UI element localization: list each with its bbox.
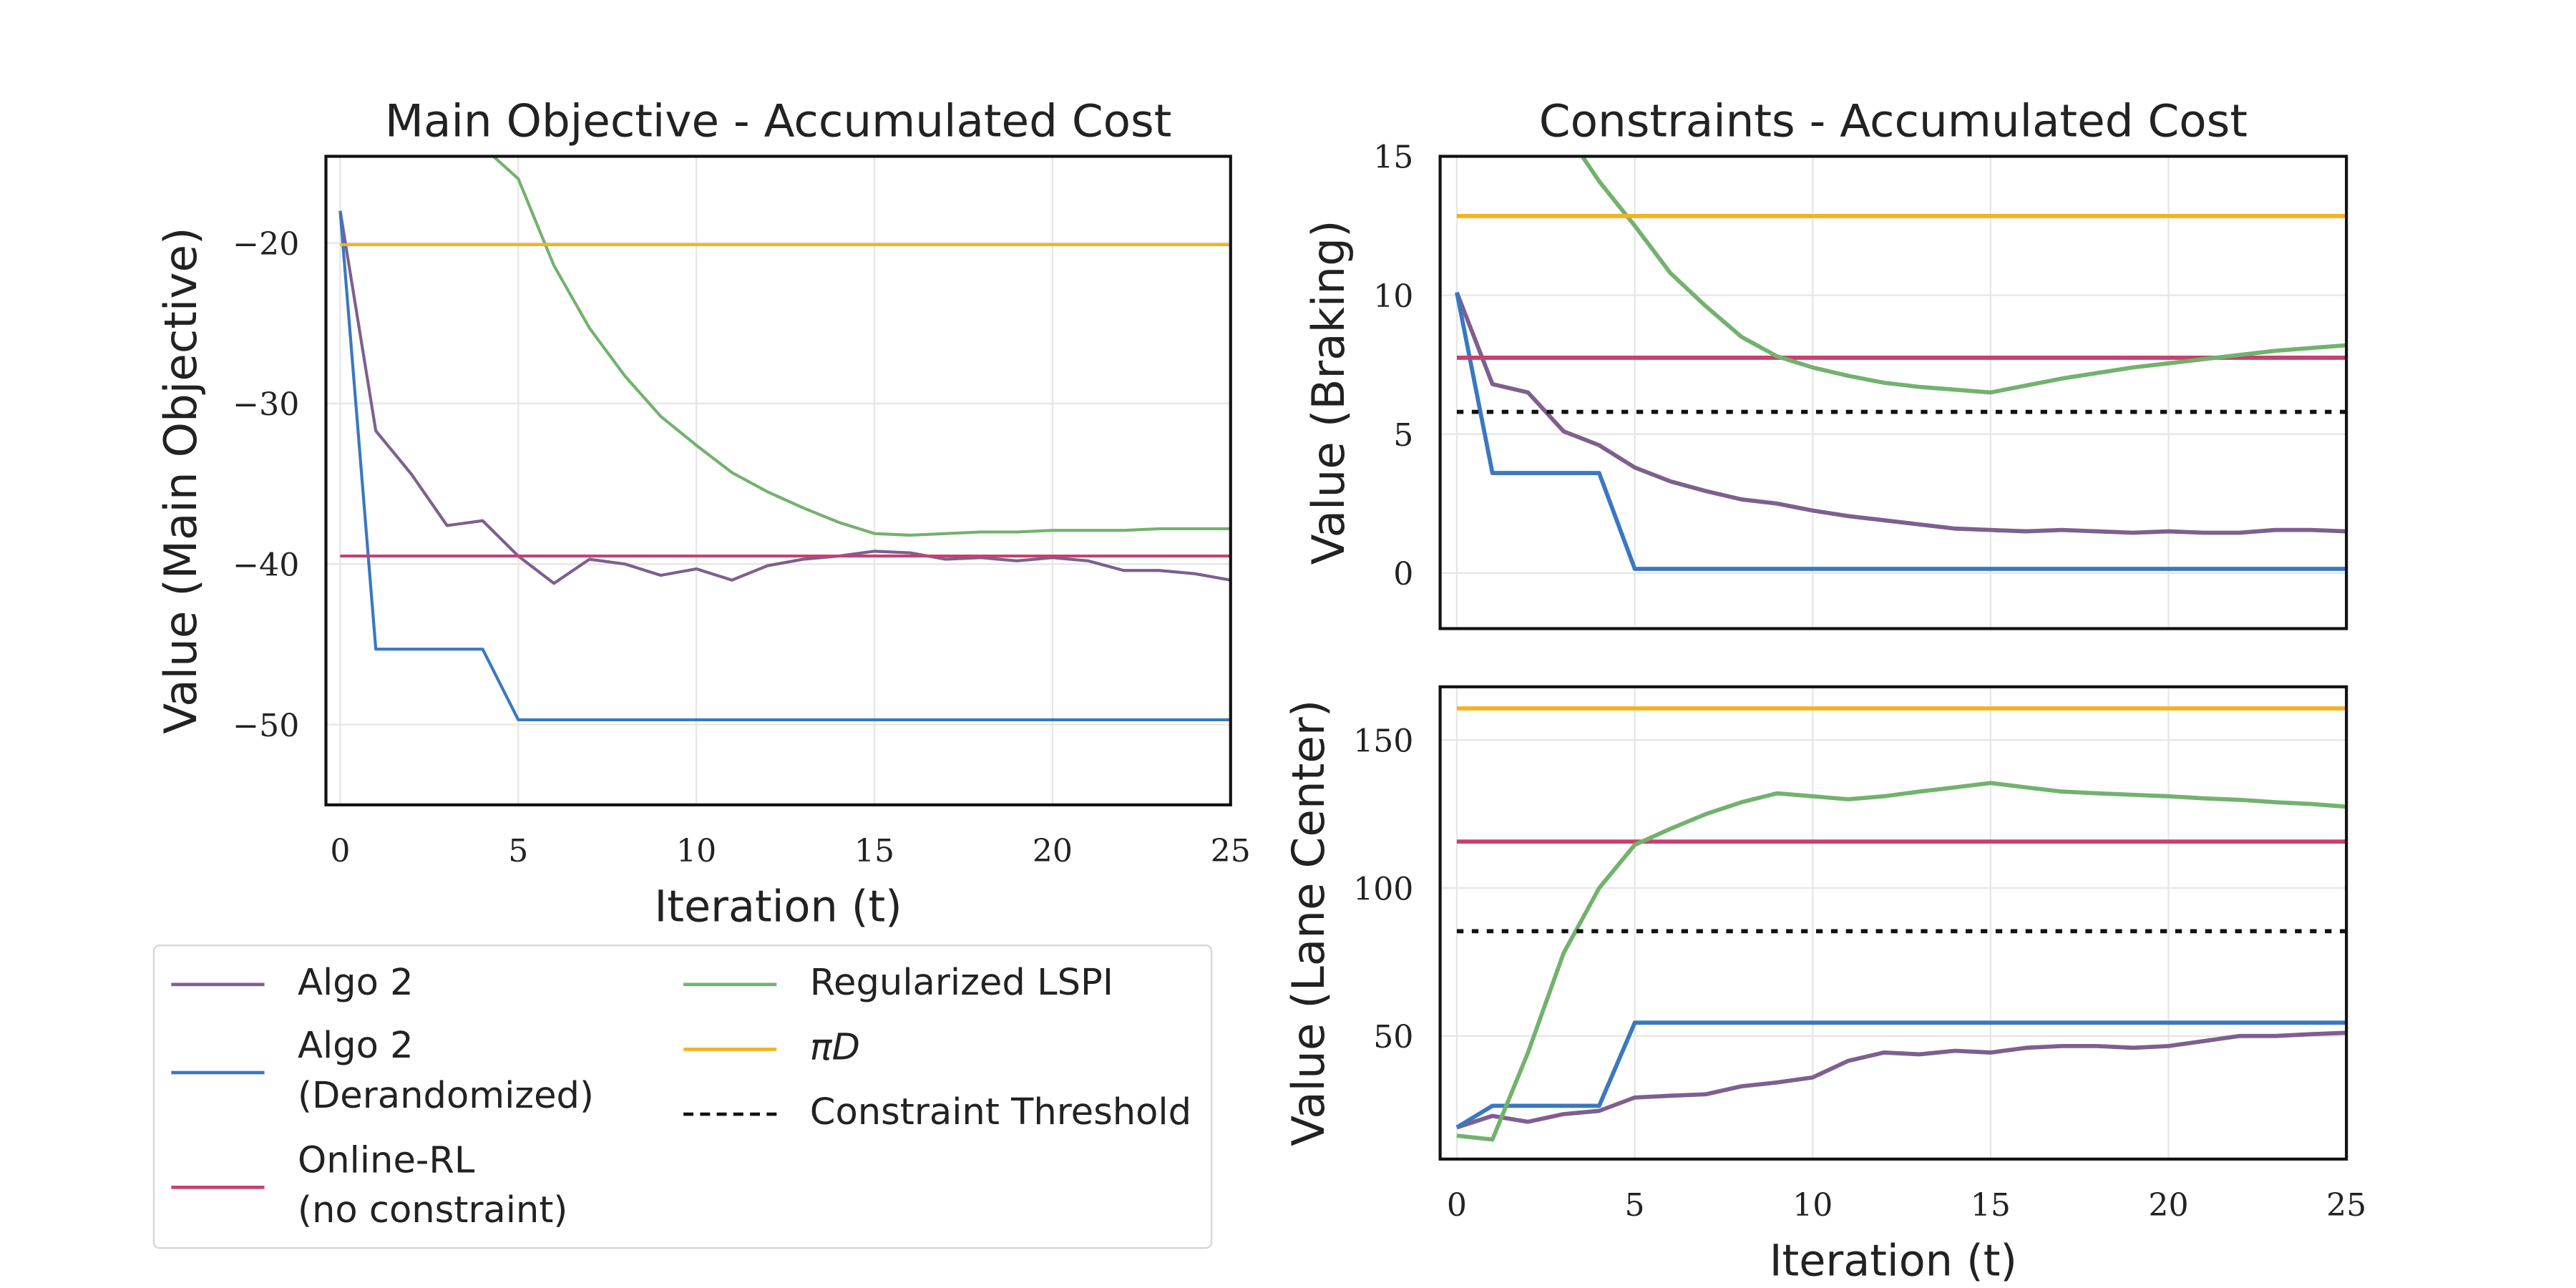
y-tick-label: 100 — [1353, 871, 1413, 907]
y-tick-label: −20 — [233, 226, 299, 263]
legend-swatch — [171, 982, 265, 987]
series-line — [1455, 291, 2347, 535]
legend-swatch — [683, 1112, 777, 1116]
y-tick-label: 0 — [1393, 556, 1413, 592]
y-axis-label: Value (Main Objective) — [155, 227, 207, 733]
y-tick-label: −50 — [233, 708, 299, 744]
x-tick-label: 10 — [676, 833, 716, 869]
y-tick-label: 10 — [1373, 278, 1413, 315]
series-line — [1579, 156, 2347, 395]
plot-frame — [324, 155, 1232, 806]
plot-lines — [1455, 706, 2347, 1142]
plot-frame — [1438, 685, 2348, 1161]
y-tick-label: 150 — [1353, 723, 1413, 760]
x-tick-label: 15 — [854, 833, 894, 869]
series-line — [1456, 1030, 2347, 1130]
x-tick-label: 10 — [1792, 1187, 1833, 1224]
x-tick-label: 5 — [1625, 1187, 1645, 1224]
y-tick-label: −40 — [233, 547, 299, 584]
legend-label: Algo 2 — [297, 962, 414, 1005]
x-tick-label: 5 — [508, 833, 528, 869]
legend-item: Algo 2 — [171, 960, 414, 1010]
y-tick-label: −30 — [233, 386, 299, 423]
chart-title: Constraints - Accumulated Cost — [1539, 95, 2248, 147]
series-line — [1455, 292, 2347, 571]
legend-swatch — [171, 1186, 265, 1189]
plot-lines — [1455, 156, 2347, 571]
legend-swatch — [683, 982, 777, 987]
y-tick-label: 15 — [1373, 140, 1413, 176]
legend-label: πD — [809, 1028, 860, 1070]
plot-lines — [338, 156, 1231, 722]
x-tick-label: 0 — [330, 833, 350, 869]
x-tick-label: 25 — [1211, 833, 1251, 869]
legend-item: Algo 2 (Derandomized) — [171, 1023, 594, 1122]
legend-swatch — [171, 1070, 265, 1075]
legend-swatch — [683, 1048, 777, 1051]
series-line — [338, 210, 1231, 722]
series-line — [491, 156, 1231, 537]
x-axis-label: Iteration (t) — [655, 882, 902, 932]
chart-title: Main Objective - Accumulated Cost — [385, 95, 1171, 147]
x-tick-label: 20 — [1033, 833, 1073, 869]
series-line — [338, 210, 1231, 585]
legend-item: Constraint Threshold — [683, 1089, 1191, 1139]
legend-label: Online-RL (no constraint) — [297, 1141, 568, 1233]
legend-label: Constraint Threshold — [809, 1092, 1192, 1134]
y-axis-label: Value (Lane Center) — [1282, 700, 1335, 1146]
legend-item: Online-RL (no constraint) — [171, 1138, 567, 1237]
y-tick-label: 5 — [1393, 417, 1413, 454]
series-line — [1456, 781, 2347, 1142]
series-line — [1455, 1020, 2347, 1130]
x-tick-label: 15 — [1971, 1187, 2011, 1224]
plot-frame — [1438, 155, 2348, 630]
x-tick-label: 25 — [2326, 1187, 2366, 1224]
y-axis-label: Value (Braking) — [1302, 220, 1355, 565]
legend-item: πD — [683, 1025, 860, 1075]
x-axis-label: Iteration (t) — [1770, 1236, 2017, 1287]
legend-label: Algo 2 (Derandomized) — [297, 1025, 594, 1118]
legend-label: Regularized LSPI — [809, 962, 1113, 1005]
legend-item: Regularized LSPI — [683, 960, 1113, 1010]
y-tick-label: 50 — [1373, 1019, 1413, 1055]
x-tick-label: 0 — [1447, 1187, 1467, 1224]
x-tick-label: 20 — [2148, 1187, 2188, 1224]
legend: Algo 2 Algo 2 (Derandomized) Online-RL (no… — [152, 945, 1213, 1249]
